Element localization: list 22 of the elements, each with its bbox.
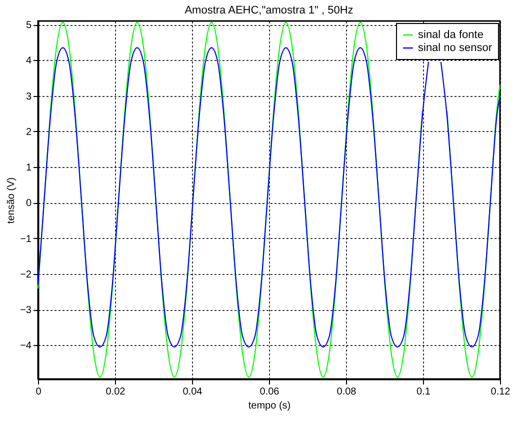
x-tick-label: 0.12 [490,386,511,398]
legend-label: sinal da fonte [418,29,484,41]
x-tick-label: 0.06 [260,386,280,398]
y-tick-label: 0 [26,198,32,210]
x-tick-label: 0 [36,386,42,398]
y-tick-label: −2 [20,269,32,280]
y-tick-label: 5 [26,20,32,32]
y-tick-label: 1 [26,162,32,174]
y-tick-label: −1 [20,234,32,245]
chart-title: Amostra AEHC,"amostra 1" , 50Hz [184,4,354,17]
y-tick-label: −4 [20,340,32,352]
x-tick-label: 0.04 [182,386,203,398]
y-tick-label: 3 [26,91,32,102]
legend-label: sinal no sensor [418,42,492,54]
x-tick-label: 0.1 [416,386,431,398]
x-axis-title: tempo (s) [248,400,291,412]
y-tick-label: 2 [26,126,32,138]
y-tick-label: 4 [26,56,32,67]
x-tick-label: 0.08 [336,386,357,398]
y-axis-title: tensão (V) [6,177,18,224]
y-tick-label: −3 [20,305,32,316]
x-tick-label: 0.02 [106,386,126,398]
